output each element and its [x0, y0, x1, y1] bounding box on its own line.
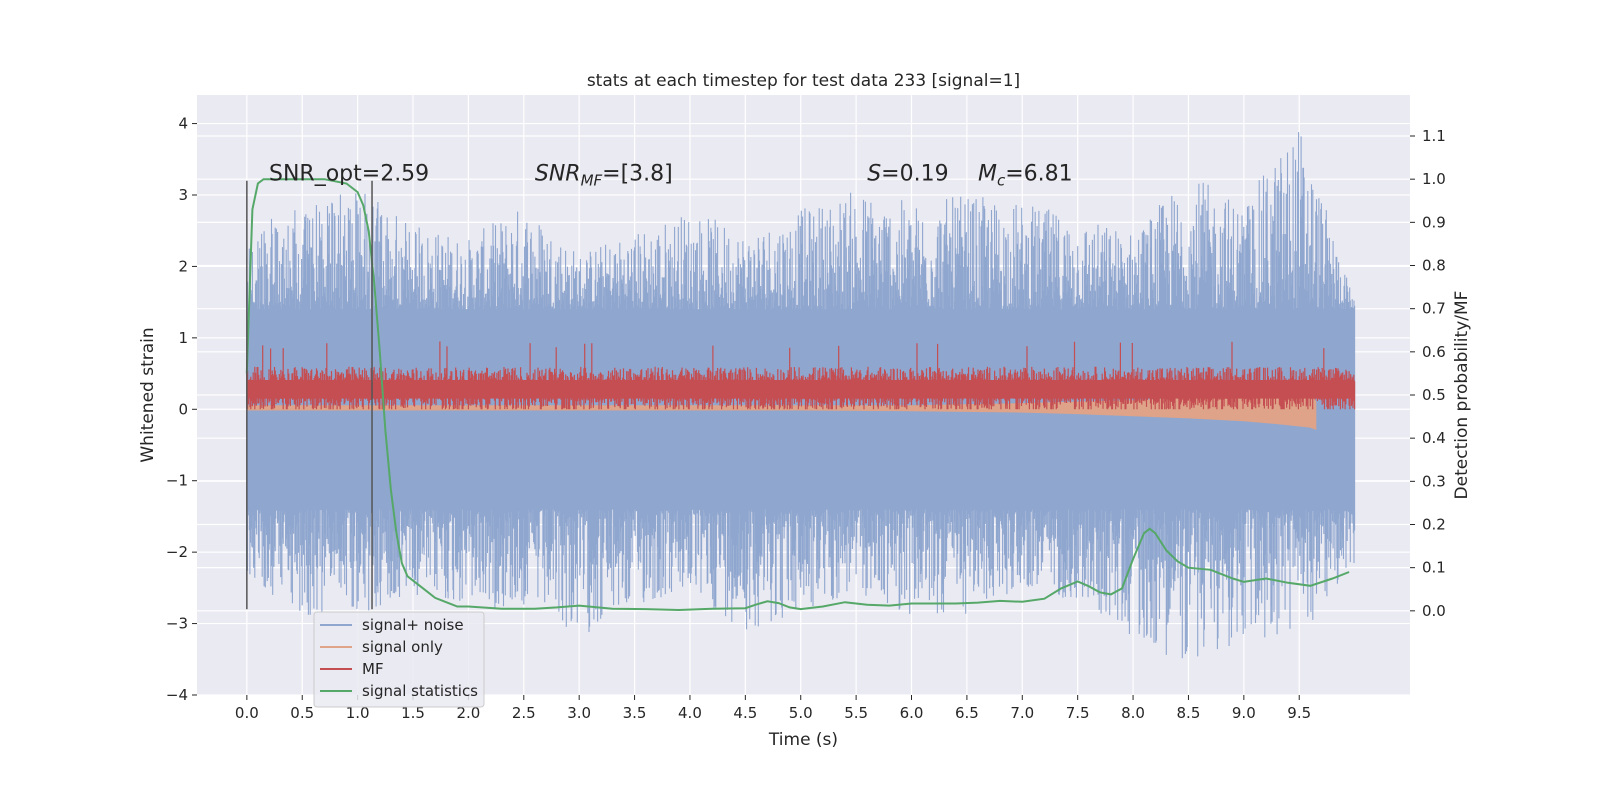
x-tick-label-19: 9.5 [1287, 704, 1311, 722]
y-tick-label-3: 1 [178, 329, 188, 347]
y2-axis-label: Detection probability/MF [1452, 291, 1472, 500]
legend-label-3: signal statistics [362, 682, 478, 700]
y-tick-label-5: −1 [166, 472, 188, 490]
x-tick-label-15: 7.5 [1066, 704, 1090, 722]
x-tick-label-11: 5.5 [844, 704, 868, 722]
y-tick-label-0: 4 [178, 115, 188, 133]
x-tick-label-7: 3.5 [623, 704, 647, 722]
chart-title: stats at each timestep for test data 233… [587, 71, 1020, 91]
x-tick-label-1: 0.5 [290, 704, 314, 722]
x-tick-label-0: 0.0 [235, 704, 259, 722]
y2-tick-label-3: 0.8 [1422, 257, 1446, 275]
y2-tick-label-5: 0.6 [1422, 343, 1446, 361]
legend-box [313, 611, 485, 708]
y-tick-label-1: 3 [178, 186, 188, 204]
x-tick-label-6: 3.0 [567, 704, 591, 722]
x-tick-label-5: 2.5 [512, 704, 536, 722]
y-tick-label-6: −2 [166, 543, 188, 561]
x-tick-label-4: 2.0 [456, 704, 480, 722]
x-tick-label-18: 9.0 [1232, 704, 1256, 722]
vertical-markers [246, 180, 373, 610]
y2-tick-label-1: 1.0 [1422, 170, 1446, 188]
series-signal-only [246, 390, 1317, 431]
annotation-0: SNR_opt=2.59 [269, 162, 429, 187]
y2-tick-label-4: 0.7 [1422, 300, 1446, 318]
x-tick-label-8: 4.0 [678, 704, 702, 722]
x-tick-label-17: 8.5 [1177, 704, 1201, 722]
annotation-1: SNRMF=[3.8] [535, 162, 673, 190]
y-axis-label: Whitened strain [138, 327, 158, 462]
legend: signal+ noise signal only MF signal statist… [313, 611, 485, 708]
x-tick-label-16: 8.0 [1121, 704, 1145, 722]
y2-tick-label-2: 0.9 [1422, 213, 1446, 231]
y-tick-label-4: 0 [178, 400, 188, 418]
axes: 0.0 0.5 1.0 1.5 2.0 2.5 3.0 3.5 4.0 4.5 5.0 5.5 6.0 6… [166, 115, 1446, 722]
annotations: SNR_opt=2.59 SNRMF=[3.8] S=0.19 Mc=6.81 [269, 162, 1073, 190]
y2-tick-label-8: 0.3 [1422, 472, 1446, 490]
x-tick-label-14: 7.0 [1010, 704, 1034, 722]
y2-tick-label-6: 0.5 [1422, 386, 1446, 404]
annotation-2: S=0.19 [867, 162, 948, 187]
y-tick-label-2: 2 [178, 257, 188, 275]
y-tick-label-7: −3 [166, 615, 188, 633]
x-tick-label-10: 5.0 [789, 704, 813, 722]
x-tick-label-9: 4.5 [733, 704, 757, 722]
annotation-3: Mc=6.81 [978, 162, 1073, 190]
x-axis-label: Time (s) [768, 730, 838, 750]
x-tick-label-3: 1.5 [401, 704, 425, 722]
legend-label-2: MF [362, 660, 384, 678]
x-tick-label-2: 1.0 [346, 704, 370, 722]
series-layer [245, 132, 1356, 659]
x-tick-label-13: 6.5 [955, 704, 979, 722]
x-tick-label-12: 6.0 [900, 704, 924, 722]
y2-tick-label-9: 0.2 [1422, 515, 1446, 533]
legend-label-0: signal+ noise [362, 616, 464, 634]
y2-tick-label-0: 1.1 [1422, 127, 1446, 145]
y2-tick-label-7: 0.4 [1422, 429, 1446, 447]
legend-label-1: signal only [362, 638, 443, 656]
y2-tick-label-10: 0.1 [1422, 559, 1446, 577]
y2-tick-label-11: 0.0 [1422, 602, 1446, 620]
y-tick-label-8: −4 [166, 686, 188, 704]
